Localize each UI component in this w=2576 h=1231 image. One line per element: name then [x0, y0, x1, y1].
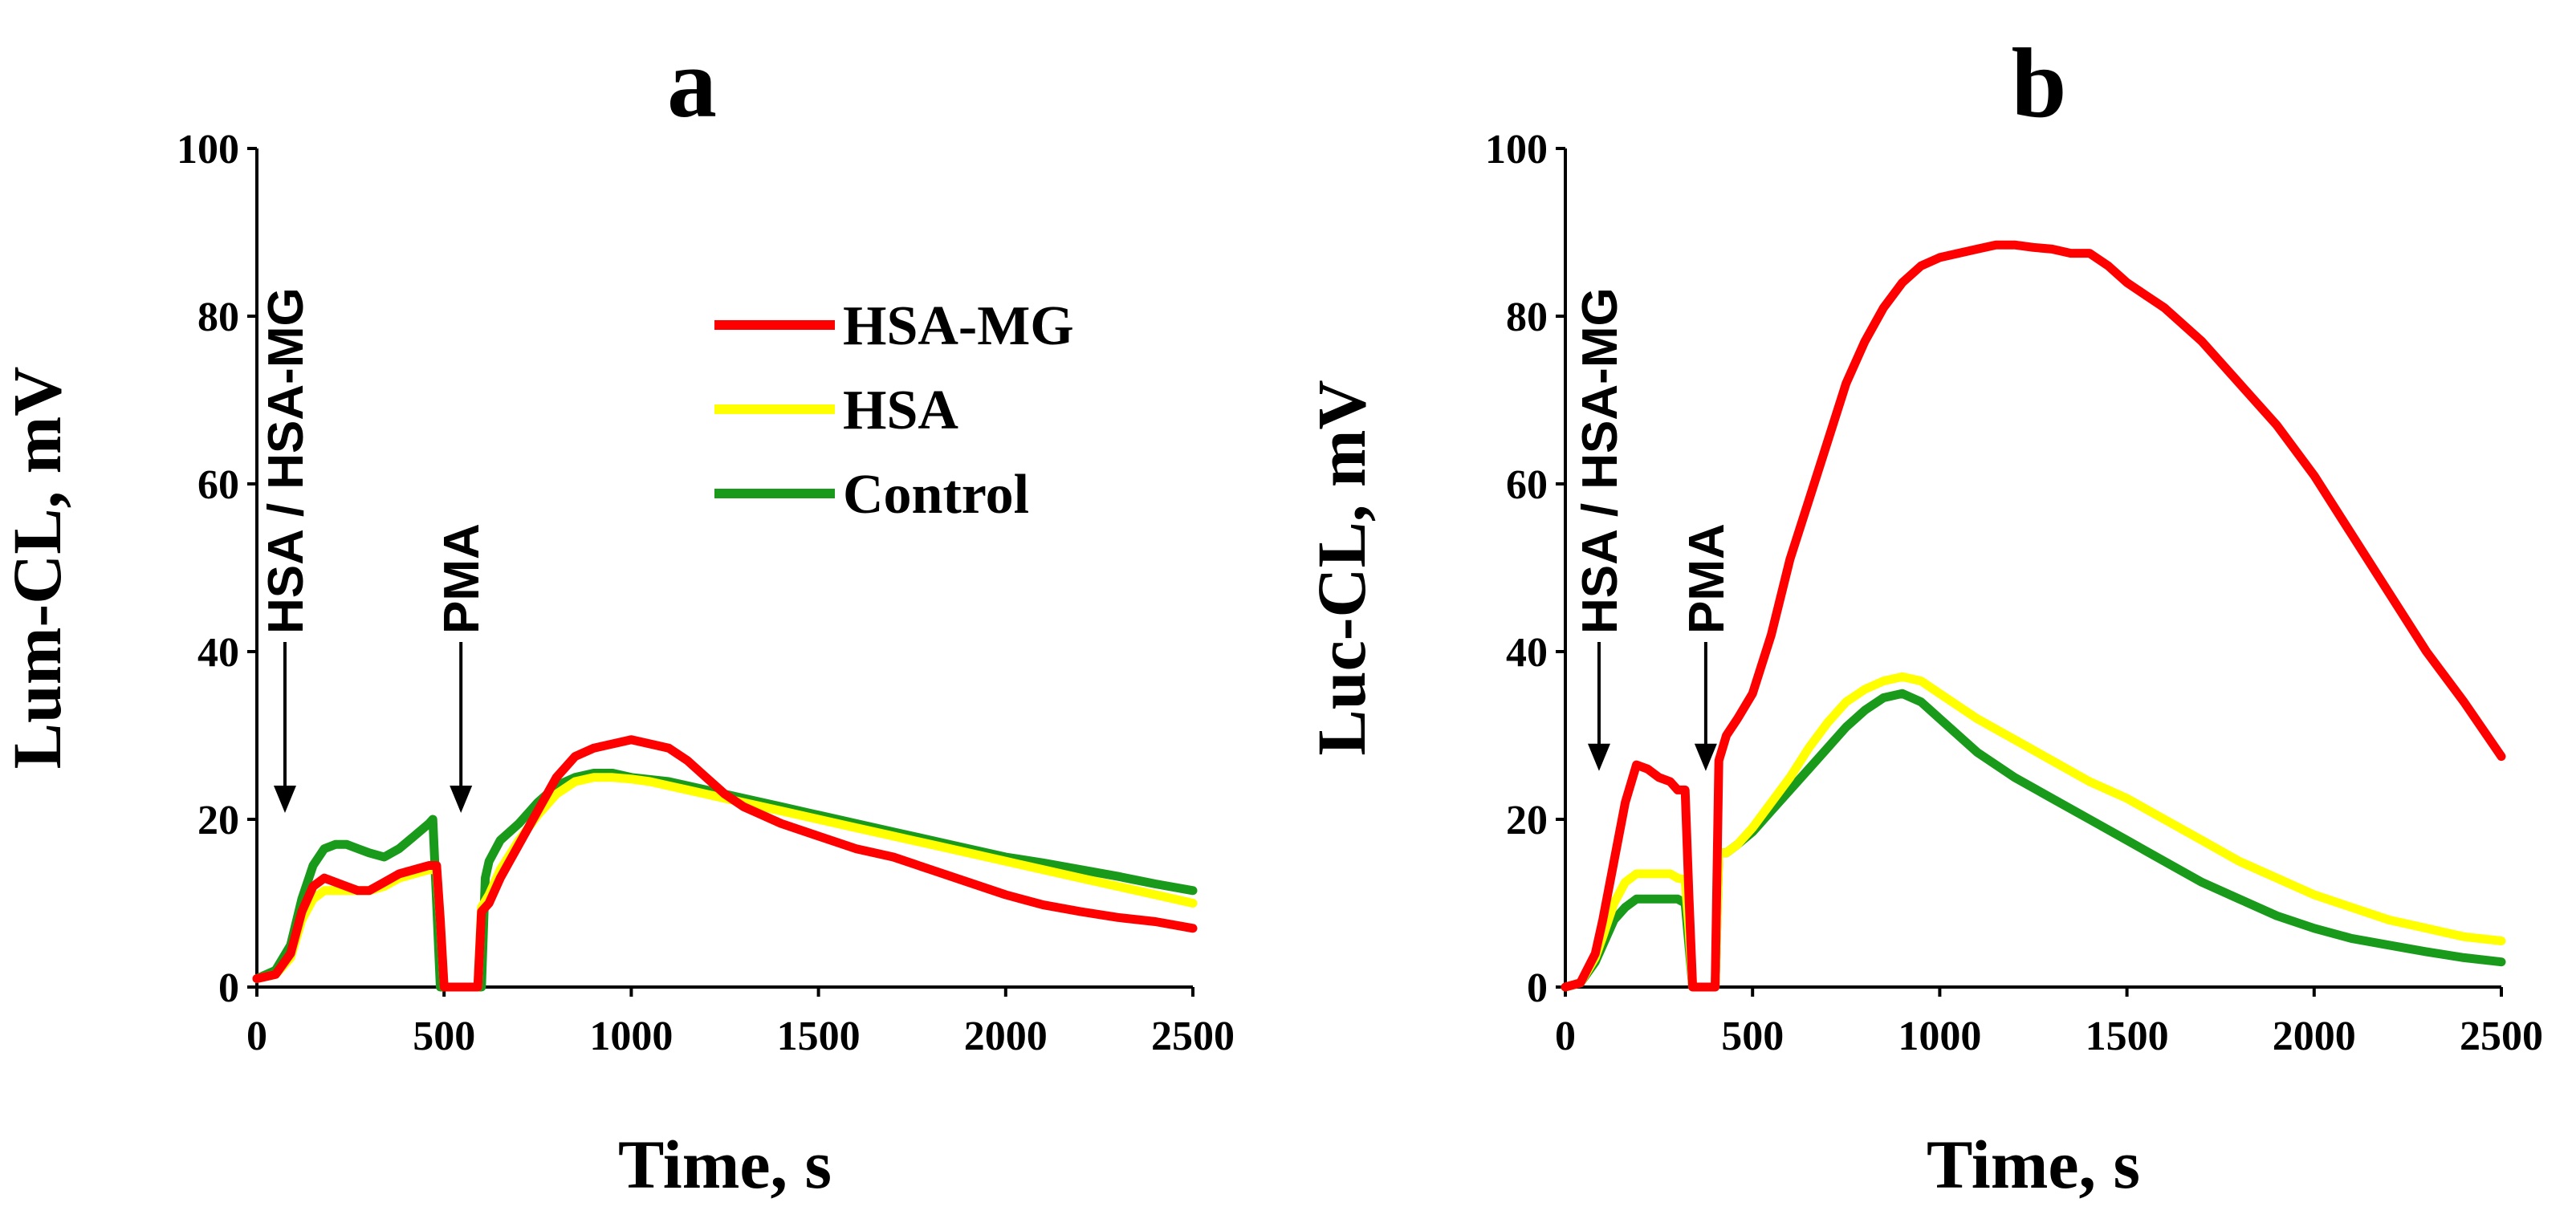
y-tick-label: 0	[218, 965, 239, 1011]
y-tick-label: 100	[1485, 127, 1548, 173]
series-line-hsa-mg	[1561, 240, 2506, 992]
x-tick-label: 0	[246, 1014, 267, 1059]
x-tick-label: 2000	[2273, 1014, 2356, 1059]
x-axis-label: Time, s	[618, 1126, 832, 1203]
x-axis-label: Time, s	[1927, 1126, 2140, 1203]
y-tick-label: 100	[177, 127, 239, 173]
y-tick-label: 40	[1506, 630, 1548, 676]
x-tick-label: 1000	[589, 1014, 673, 1059]
y-axis-label: Lum-CL, mV	[0, 367, 75, 770]
x-tick-label: 1000	[1898, 1014, 1981, 1059]
y-tick-label: 20	[1506, 798, 1548, 843]
legend-label-hsa-mg: HSA-MG	[843, 295, 1074, 357]
annotation-label: PMA	[434, 523, 490, 634]
panel-letter-a: a	[667, 28, 717, 138]
series-line-control	[1561, 689, 2506, 992]
annotation-arrow-head	[1694, 743, 1717, 771]
x-tick-label: 500	[1721, 1014, 1784, 1059]
legend-label-control: Control	[843, 464, 1029, 526]
x-tick-label: 1500	[2086, 1014, 2169, 1059]
x-tick-label: 2500	[1151, 1014, 1235, 1059]
y-tick-label: 40	[197, 630, 239, 676]
y-tick-label: 80	[1506, 295, 1548, 340]
annotation-arrow-head	[1587, 743, 1610, 771]
annotation-label: HSA / HSA-MG	[258, 287, 314, 634]
panel-letter-b: b	[2012, 28, 2067, 138]
y-tick-label: 60	[197, 462, 239, 508]
annotation-arrow-head	[450, 786, 473, 813]
x-tick-label: 2000	[964, 1014, 1048, 1059]
annotation-label: PMA	[1679, 523, 1735, 634]
series-line-hsa-mg	[252, 735, 1198, 992]
series-line-hsa	[1561, 672, 2506, 992]
y-tick-label: 20	[197, 798, 239, 843]
legend-label-hsa: HSA	[843, 380, 958, 441]
y-tick-label: 80	[197, 295, 239, 340]
x-tick-label: 2500	[2460, 1014, 2543, 1059]
y-axis-label: Luc-CL, mV	[1303, 380, 1380, 755]
y-tick-label: 60	[1506, 462, 1548, 508]
x-tick-label: 1500	[777, 1014, 861, 1059]
x-tick-label: 500	[413, 1014, 475, 1059]
annotation-arrow-head	[273, 786, 296, 813]
x-tick-label: 0	[1555, 1014, 1576, 1059]
annotation-label: HSA / HSA-MG	[1573, 287, 1628, 634]
y-tick-label: 0	[1527, 965, 1548, 1011]
